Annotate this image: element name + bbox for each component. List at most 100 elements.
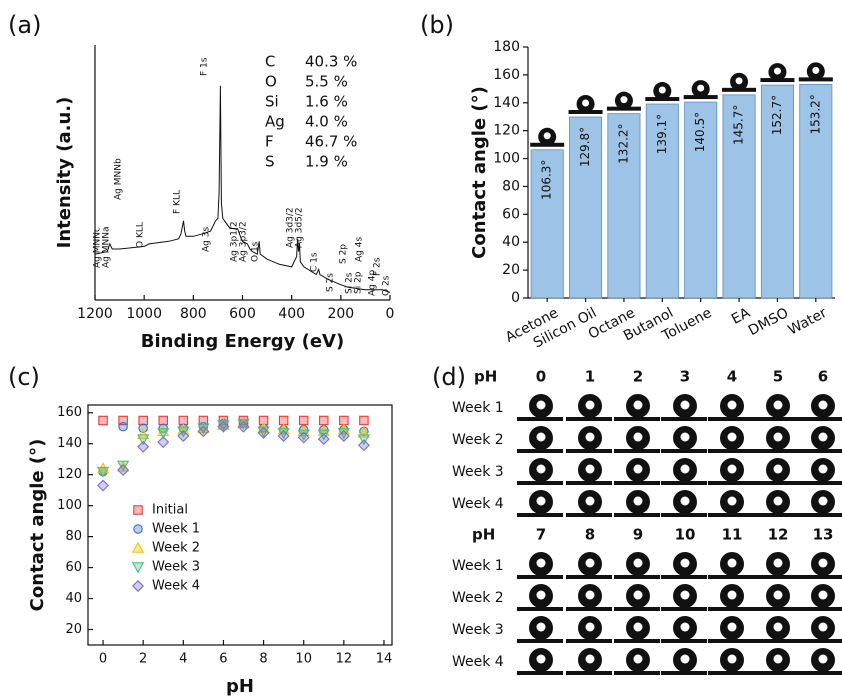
ph-value: 7 xyxy=(536,526,546,544)
peak-label: Ag MNNa xyxy=(102,227,112,268)
marker xyxy=(237,420,250,433)
peak-label: Ag 3p3/2 xyxy=(239,221,249,262)
substrate xyxy=(754,575,800,579)
y-axis-label: Intensity (a.u.) xyxy=(54,97,75,249)
substrate xyxy=(566,639,612,643)
droplet-highlight xyxy=(680,558,690,568)
marker xyxy=(317,429,330,441)
marker xyxy=(178,415,189,426)
ph-value: 8 xyxy=(585,526,595,544)
droplet-highlight xyxy=(818,622,828,632)
marker xyxy=(197,425,210,438)
droplet-highlight xyxy=(818,558,828,568)
legend-label: Week 4 xyxy=(152,579,200,594)
substrate xyxy=(661,671,707,675)
droplet-highlight xyxy=(818,654,828,664)
substrate xyxy=(661,575,707,579)
ph-value: 13 xyxy=(813,526,834,544)
droplet-highlight xyxy=(727,432,737,442)
week-label: Week 2 xyxy=(452,590,504,606)
x-tick-label: 200 xyxy=(327,306,354,322)
droplet-highlight xyxy=(633,654,643,664)
substrate xyxy=(517,449,563,453)
droplet-highlight xyxy=(620,96,628,104)
percent: 1.9 % xyxy=(305,153,348,171)
substrate xyxy=(566,671,612,675)
peak-label: S 2s xyxy=(326,273,336,292)
element: S xyxy=(265,153,275,171)
legend-label: Initial xyxy=(152,503,188,518)
substrate xyxy=(799,639,842,643)
panel-label: (d) xyxy=(432,363,466,391)
substrate xyxy=(708,513,754,517)
x-tick-label: 0 xyxy=(386,306,395,322)
x-tick-label: 10 xyxy=(295,652,312,667)
legend-label: Week 1 xyxy=(152,522,200,537)
y-tick-label: 40 xyxy=(65,591,82,606)
marker xyxy=(339,415,349,426)
marker xyxy=(118,415,128,426)
droplet-highlight xyxy=(680,400,690,410)
substrate xyxy=(799,607,842,611)
y-axis-label: Contact angle (°) xyxy=(469,86,490,259)
x-tick-label: 1200 xyxy=(77,306,113,322)
droplet-highlight xyxy=(585,464,595,474)
marker xyxy=(277,423,290,435)
y-tick-label: 120 xyxy=(57,467,82,482)
y-tick-label: 40 xyxy=(502,234,520,250)
marker xyxy=(317,424,330,437)
droplet-highlight xyxy=(633,432,643,442)
marker xyxy=(137,434,150,446)
droplet-highlight xyxy=(633,622,643,632)
marker xyxy=(278,415,289,426)
droplet-highlight xyxy=(727,400,737,410)
marker xyxy=(257,426,270,439)
percent: 5.5 % xyxy=(305,73,348,91)
value-label: 145.7° xyxy=(732,105,746,145)
marker xyxy=(97,479,110,492)
substrate xyxy=(566,481,612,485)
ph-value: 2 xyxy=(633,368,643,386)
x-axis-label: pH xyxy=(226,676,254,697)
element: Si xyxy=(265,93,279,111)
week-label: Week 3 xyxy=(452,622,504,638)
substrate xyxy=(754,417,800,421)
droplet-highlight xyxy=(585,558,595,568)
substrate xyxy=(661,481,707,485)
element: F xyxy=(265,133,274,151)
substrate xyxy=(566,417,612,421)
legend-marker xyxy=(133,505,143,515)
element: C xyxy=(265,53,275,71)
droplet-highlight xyxy=(585,654,595,664)
substrate xyxy=(708,481,754,485)
week-label: Week 1 xyxy=(452,400,504,416)
droplet-highlight xyxy=(633,496,643,506)
y-tick-label: 20 xyxy=(502,262,520,278)
substrate xyxy=(614,671,660,675)
x-tick-label: Water xyxy=(786,305,830,339)
droplet-highlight xyxy=(818,590,828,600)
droplet-highlight xyxy=(633,400,643,410)
x-tick-label: DMSO xyxy=(746,305,791,339)
peak-label: Si 2s xyxy=(345,272,355,294)
substrate xyxy=(708,575,754,579)
marker xyxy=(297,431,310,444)
droplet-highlight xyxy=(633,558,643,568)
legend-label: Week 3 xyxy=(152,560,200,575)
marker xyxy=(177,426,190,438)
marker xyxy=(337,429,350,442)
peak-label: Ag 3d5/2 xyxy=(295,207,305,248)
droplet-highlight xyxy=(582,99,590,107)
x-tick-label: 6 xyxy=(219,652,227,667)
week-label: Week 3 xyxy=(452,464,504,480)
legend-label: Week 2 xyxy=(152,541,200,556)
droplet-highlight xyxy=(536,622,546,632)
element: Ag xyxy=(265,113,285,131)
peak-label: F 2s xyxy=(373,257,383,276)
substrate xyxy=(614,575,660,579)
droplet-highlight xyxy=(697,84,705,92)
marker xyxy=(357,439,370,452)
droplet-highlight xyxy=(812,66,820,74)
marker xyxy=(258,415,269,426)
substrate xyxy=(614,449,660,453)
